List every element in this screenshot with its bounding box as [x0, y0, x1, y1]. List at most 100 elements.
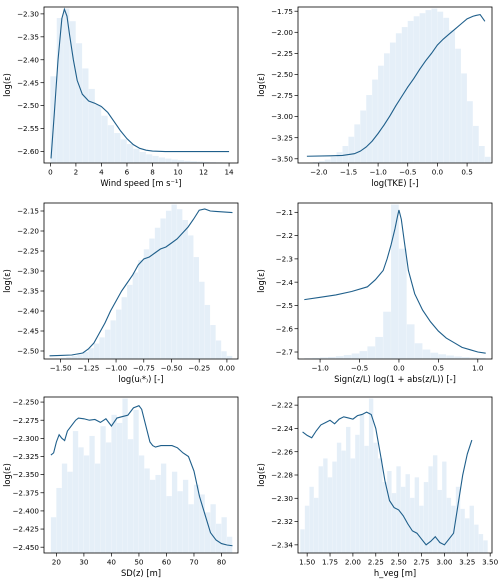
histogram-bar	[320, 357, 328, 359]
histogram-bar	[158, 157, 166, 163]
chart-panel-6: 1.50 1.75 2.00 2.25 2.50 2.75 3.00 3.25 3.50 −2.3…	[256, 396, 499, 578]
histogram-bar	[93, 343, 100, 359]
histogram-bar	[171, 159, 178, 163]
histogram-bar	[83, 455, 90, 553]
histogram	[50, 8, 229, 163]
histogram-bar	[387, 471, 392, 553]
x-tick-label: −0.5	[399, 168, 416, 177]
histogram-bar	[110, 320, 116, 359]
histogram-bar	[95, 104, 102, 163]
histogram-bar	[63, 8, 70, 163]
plot-frame	[43, 202, 239, 360]
histogram-bar	[398, 248, 407, 359]
histogram-bar	[122, 398, 128, 553]
histogram-bar	[478, 534, 484, 553]
histogram-bar	[477, 357, 486, 359]
x-tick-label: 2.50	[391, 558, 407, 567]
histogram-bar	[88, 348, 94, 359]
histogram-bar	[423, 482, 429, 553]
histogram-bar	[413, 16, 420, 163]
histogram-bar	[446, 355, 454, 359]
histogram-bar	[204, 512, 211, 553]
histogram-bar	[184, 160, 191, 163]
y-tick-label: −2.3	[276, 254, 293, 263]
x-tick-label: 1.75	[322, 558, 338, 567]
x-tick-label: 50	[134, 558, 144, 567]
x-tick-label: 3.50	[482, 558, 498, 567]
x-tick-label: 2.00	[345, 558, 361, 567]
histogram-bar	[60, 357, 66, 359]
plot-frame	[297, 6, 493, 164]
y-tick-label: −2.5	[276, 301, 293, 310]
y-tick-label: −2.350	[12, 470, 39, 479]
y-tick-label: −2.2	[276, 231, 293, 240]
y-tick-label: −2.35	[17, 32, 39, 41]
histogram-bar	[215, 523, 222, 553]
histogram-bar	[82, 352, 89, 359]
histogram-bar	[215, 340, 222, 359]
y-tick-label: −2.7	[276, 348, 293, 357]
histogram-bar	[193, 484, 200, 553]
histogram-bar	[383, 311, 391, 359]
histogram	[300, 398, 488, 553]
x-tick-label: 20	[52, 558, 62, 567]
histogram-bar	[407, 20, 414, 163]
histogram-bar	[484, 156, 491, 163]
histogram-bar	[406, 324, 415, 359]
histogram-bar	[133, 409, 139, 553]
x-tick-label: 80	[217, 558, 227, 567]
histogram-bar	[414, 477, 420, 553]
x-tick-label: 70	[189, 558, 199, 567]
histogram-bar	[375, 336, 383, 359]
histogram-bar	[190, 161, 197, 163]
histogram-bar	[210, 504, 216, 553]
histogram-bar	[330, 156, 337, 163]
y-tick-label: −2.4	[276, 278, 294, 287]
histogram-bar	[443, 17, 450, 163]
y-tick-label: −1.75	[271, 7, 293, 16]
y-tick-label: −2.45	[17, 78, 39, 87]
histogram-bar	[391, 493, 397, 553]
x-tick-label: −1.50	[50, 364, 72, 373]
histogram-bar	[460, 508, 465, 553]
series-line	[302, 411, 473, 546]
histogram-bar	[442, 461, 447, 553]
x-tick-label: −1.0	[369, 168, 387, 177]
y-tick-label: −2.00	[271, 28, 293, 37]
y-tick-label: −2.40	[17, 55, 39, 64]
histogram-bar	[378, 65, 384, 163]
y-axis-label: log(ε)	[256, 463, 266, 487]
histogram-bar	[61, 463, 68, 553]
histogram-bar	[226, 355, 233, 359]
histogram-bar	[465, 518, 470, 553]
histogram	[50, 398, 233, 553]
x-tick-label: −1.00	[105, 364, 127, 373]
histogram-bar	[171, 471, 178, 553]
y-tick-label: −2.375	[12, 488, 39, 497]
histogram-bar	[327, 477, 333, 553]
histogram-bar	[483, 540, 488, 553]
histogram-bar	[346, 426, 351, 553]
histogram-bar	[432, 455, 438, 553]
histogram-bar	[384, 53, 390, 163]
y-tick-label: −2.250	[12, 398, 39, 407]
y-tick-label: −2.45	[17, 327, 39, 336]
series-line	[304, 209, 486, 354]
y-tick-label: −3.00	[271, 112, 293, 121]
histogram-bar	[221, 517, 227, 553]
histogram-bar	[324, 159, 331, 163]
x-tick-label: 0.0	[432, 168, 444, 177]
histogram-bar	[177, 491, 183, 553]
y-tick-label: −2.30	[271, 494, 293, 503]
x-tick-label: 2.75	[414, 558, 430, 567]
y-tick-label: −2.6	[276, 324, 294, 333]
y-tick-label: −2.50	[17, 101, 39, 110]
histogram-bar	[350, 458, 355, 553]
histogram-bar	[359, 351, 368, 359]
histogram-bar	[160, 463, 167, 553]
x-axis-label: SD(z) [m]	[121, 568, 161, 578]
histogram-bar	[360, 110, 367, 163]
histogram-bar	[309, 486, 314, 553]
x-tick-label: −0.50	[160, 364, 182, 373]
y-tick-label: −2.28	[271, 471, 293, 480]
